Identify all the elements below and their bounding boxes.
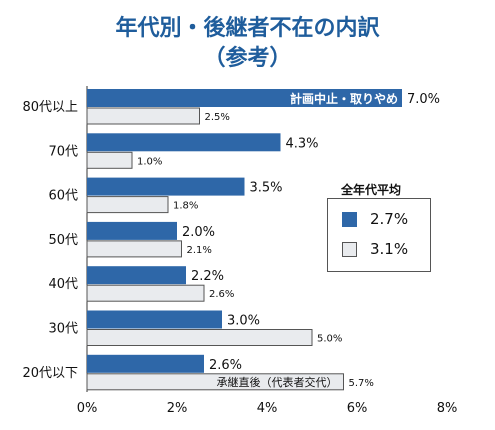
bar-series-2 [86,107,200,125]
x-tick-label: 0% [77,401,98,416]
bar-series-1 [87,266,186,285]
category-label: 50代 [48,233,78,248]
data-label-series-2: 5.0% [317,334,342,345]
x-tick-label: 4% [257,401,278,416]
chart-title: 年代別・後継者不在の内訳 [115,16,380,41]
legend-value-series-2: 3.1% [370,240,409,258]
bar-series-2 [86,240,182,258]
bar-series-1 [87,133,281,152]
bar-series-2 [86,329,313,346]
data-label-series-2: 2.1% [187,245,212,256]
category-label: 60代 [48,189,78,204]
bar-series-1 [87,221,177,240]
data-label-series-1: 2.0% [182,225,215,240]
x-tick-label: 2% [167,401,188,416]
data-label-series-2: 2.6% [209,289,234,300]
data-label-series-1: 3.5% [250,181,283,196]
data-label-series-2: 2.5% [205,112,230,123]
bar-series-1 [87,177,245,196]
data-label-series-1: 4.3% [286,136,319,151]
data-label-series-2: 1.0% [137,156,162,167]
chart-subtitle: （参考） [203,46,292,71]
bar-series-1 [87,89,402,107]
x-tick-label: 8% [437,401,458,416]
data-label-series-1: 2.2% [191,269,224,284]
bar-series-2 [86,196,169,214]
category-label: 30代 [48,322,78,337]
annotation-bottom-bar: 承継直後（代表者交代） [217,375,338,389]
data-label-series-2: 5.7% [349,378,374,389]
bar-series-2 [86,151,133,169]
legend-swatch-series-1 [342,212,357,227]
legend-title: 全年代平均 [341,183,402,197]
category-label: 20代以下 [22,366,78,381]
data-label-series-2: 1.8% [173,201,198,212]
legend-swatch-series-2 [342,242,357,257]
bar-series-1 [87,310,222,329]
x-tick-label: 6% [347,401,368,416]
category-label: 80代以上 [22,100,78,115]
bar-series-2 [86,284,205,302]
legend-value-series-1: 2.7% [370,210,409,228]
data-label-series-1: 3.0% [227,314,260,329]
bar-series-2 [86,373,344,391]
data-label-series-1: 7.0% [407,92,440,107]
annotation-top-bar: 計画中止・取りやめ [290,91,398,106]
category-label: 70代 [48,144,78,159]
bar-series-1 [87,354,204,373]
category-label: 40代 [48,277,78,292]
legend-box [327,198,431,272]
data-label-series-1: 2.6% [209,358,242,373]
